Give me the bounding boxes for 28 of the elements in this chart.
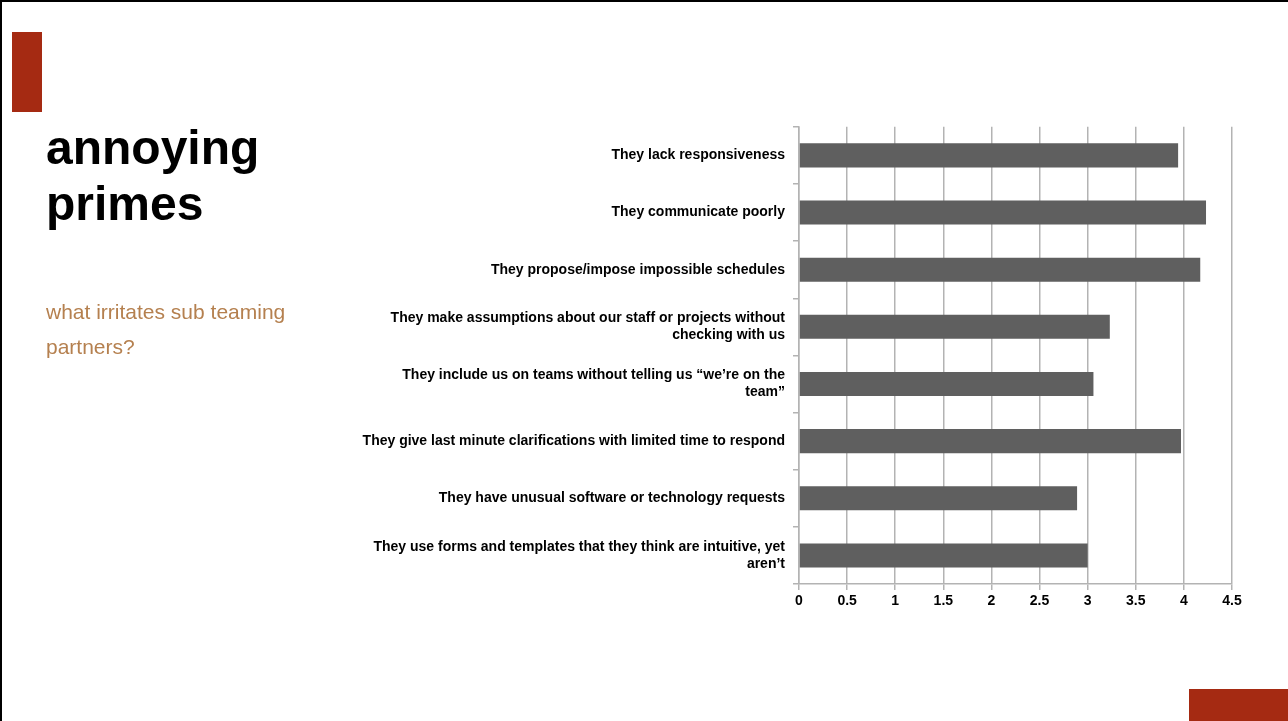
text: what irritates sub teaming partners? xyxy=(46,299,287,360)
y-tick-label: They communicate poorly xyxy=(611,203,786,220)
bar xyxy=(799,200,1207,225)
bar xyxy=(799,543,1088,568)
bar xyxy=(799,371,1094,396)
x-tick-label: 4 xyxy=(1179,592,1188,609)
y-tick-label: They include us on teams without telling us “we’re on the team” xyxy=(402,366,786,400)
bar xyxy=(799,429,1181,454)
y-tick-label: They have unusual software or technology requests xyxy=(438,489,786,506)
y-tick-label: They propose/impose impossible schedules xyxy=(490,260,786,277)
x-tick-label: 2.5 xyxy=(1029,592,1050,609)
bar xyxy=(799,143,1179,168)
x-tick-label: 0.5 xyxy=(837,592,858,609)
bar xyxy=(799,257,1201,282)
x-tick-label: 1 xyxy=(891,592,900,609)
y-tick-label: They lack responsiveness xyxy=(611,146,786,163)
text: annoying primes xyxy=(46,120,261,232)
x-tick-label: 0 xyxy=(795,592,804,609)
y-tick-label: They give last minute clarifications with limited time to respond xyxy=(362,431,785,448)
y-tick-label: They make assumptions about our staff or projects without checking with us xyxy=(390,309,786,343)
bar xyxy=(799,486,1078,511)
x-tick-label: 2 xyxy=(987,592,996,609)
y-tick-label: They use forms and templates that they think are intuitive, yet aren’t xyxy=(373,537,786,571)
x-tick-label: 4.5 xyxy=(1222,592,1242,609)
bar xyxy=(799,314,1110,339)
x-tick-label: 3.5 xyxy=(1126,592,1146,609)
x-tick-label: 3 xyxy=(1083,592,1092,609)
x-tick-label: 1.5 xyxy=(933,592,954,609)
